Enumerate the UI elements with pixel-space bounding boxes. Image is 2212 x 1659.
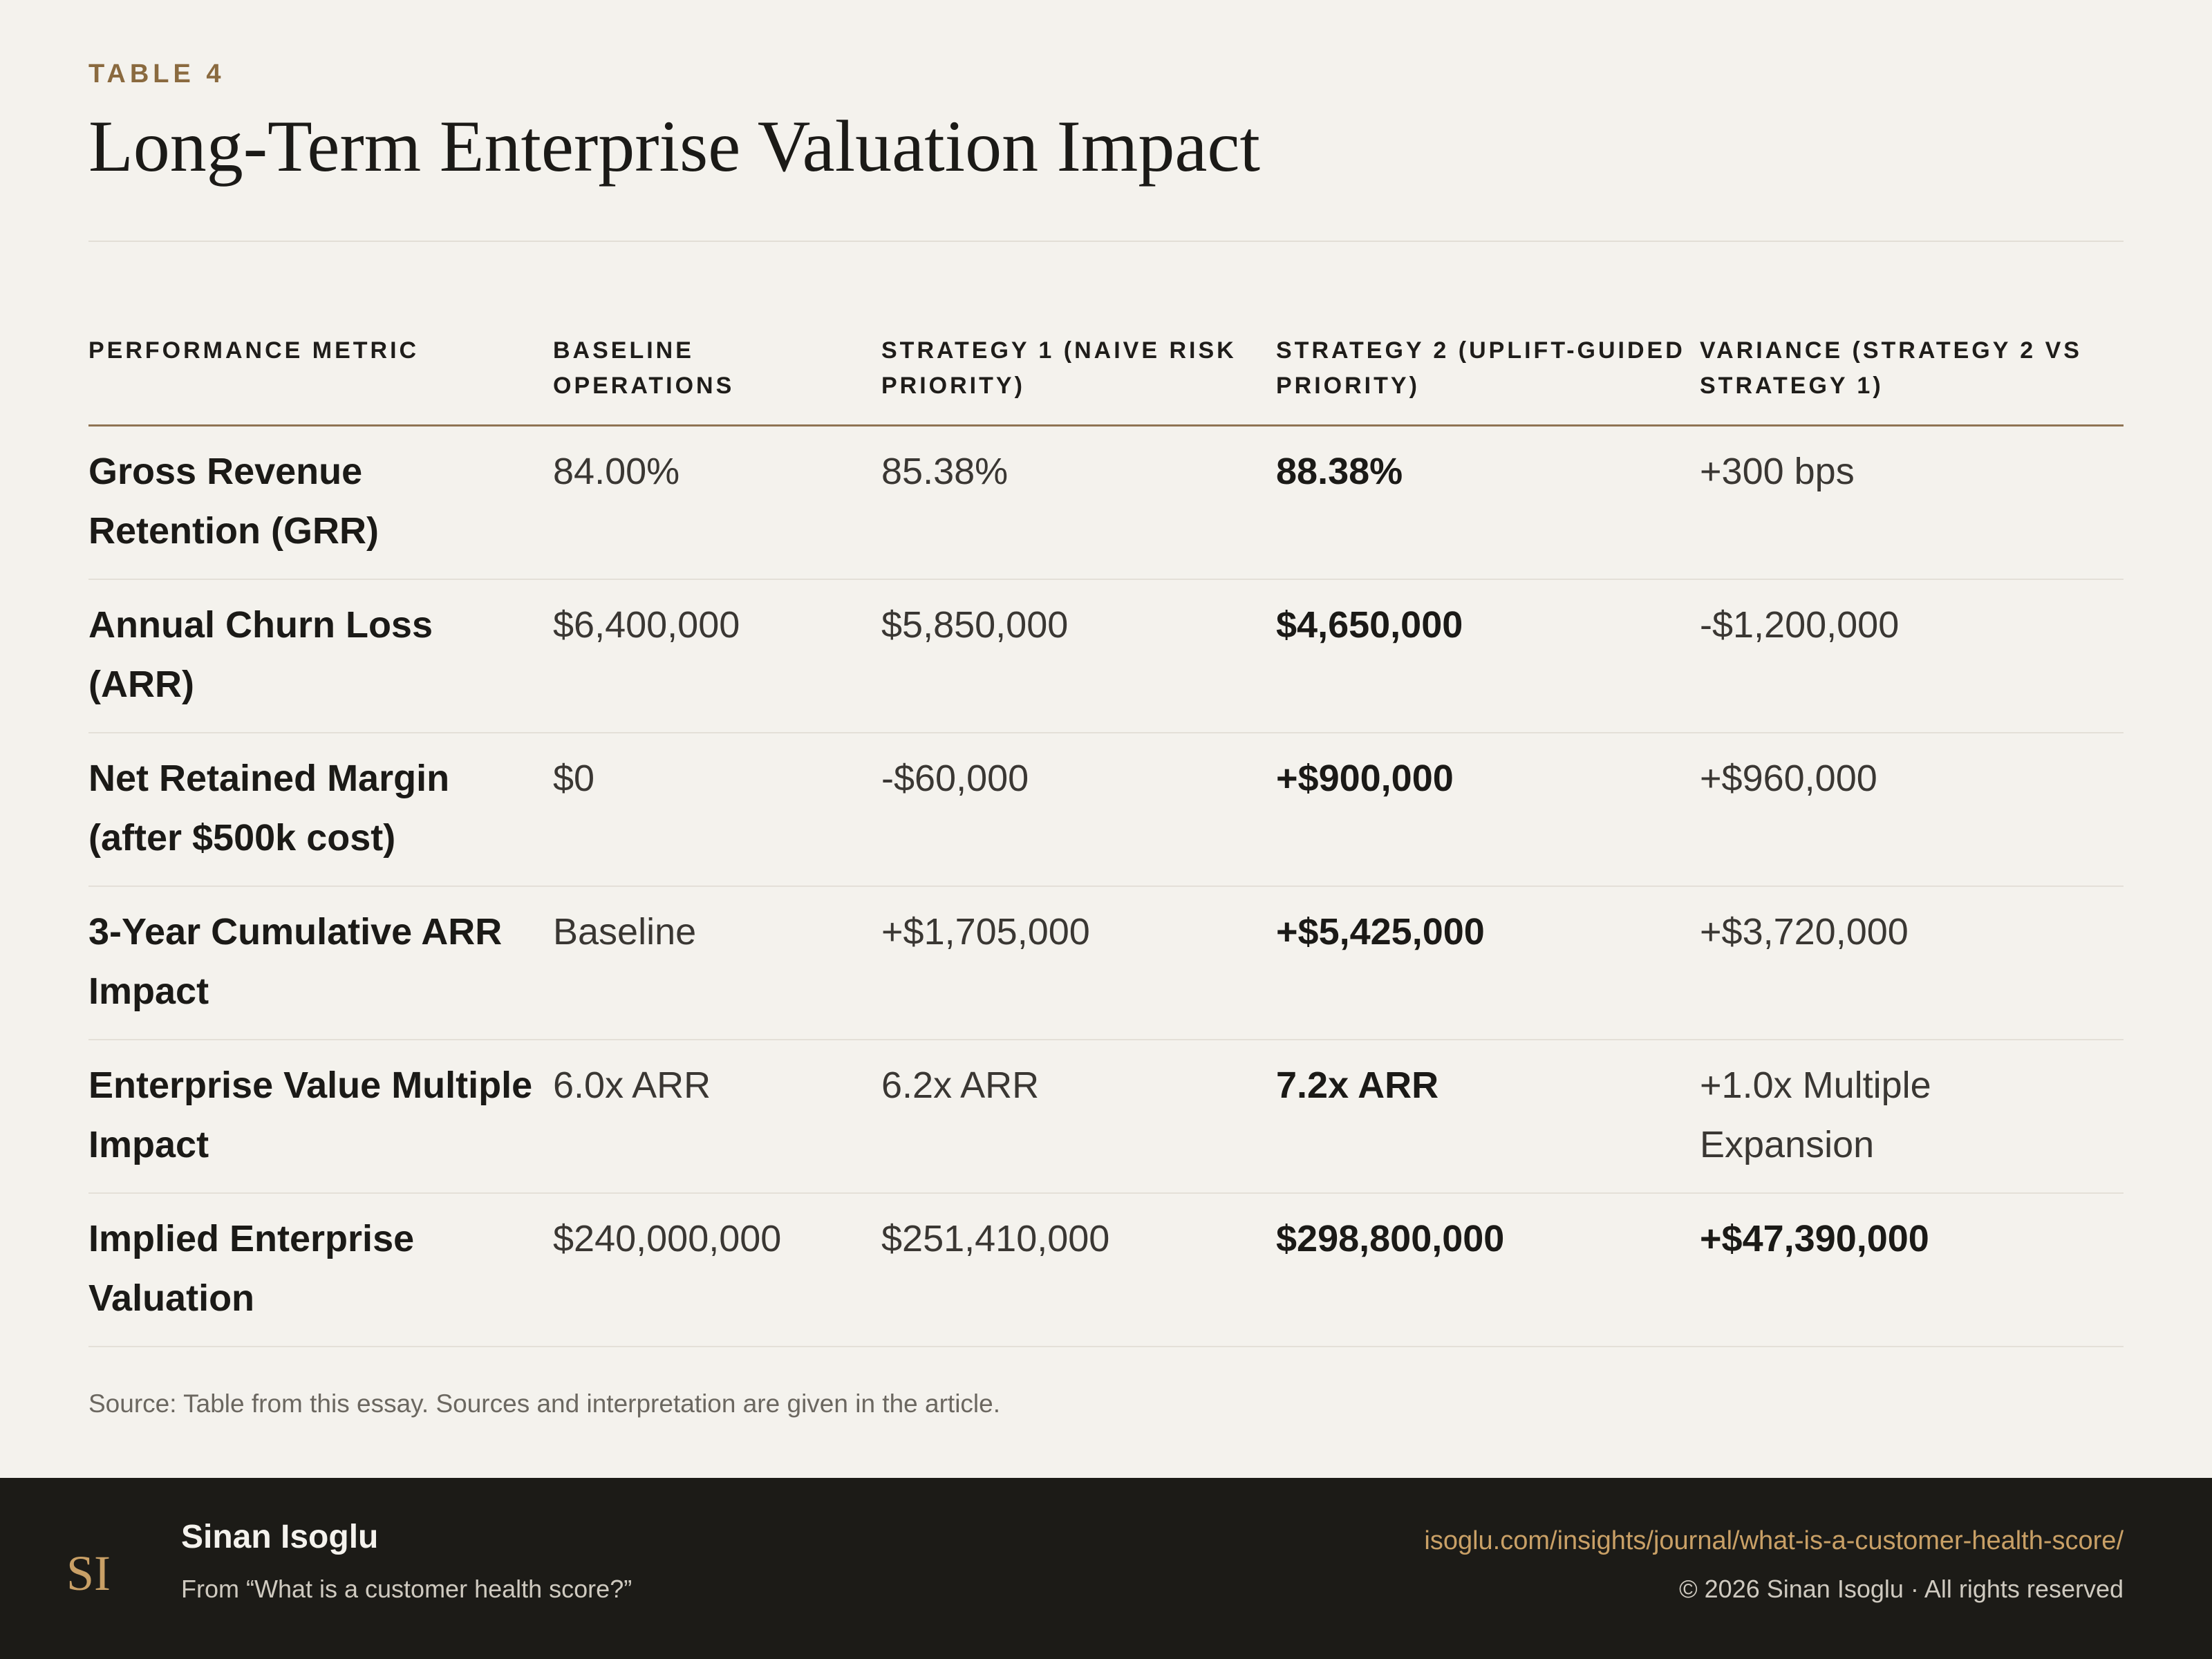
table-row: Implied Enterprise Valuation $240,000,00… xyxy=(88,1193,2124,1347)
variance-cell: +$960,000 xyxy=(1700,733,2124,887)
table-row: Gross Revenue Retention (GRR) 84.00% 85.… xyxy=(88,425,2124,580)
column-header-strategy-2: STRATEGY 2 (UPLIFT-GUIDED PRIORITY) xyxy=(1276,325,1700,427)
svg-text:SI: SI xyxy=(66,1546,111,1601)
metric-cell: Annual Churn Loss (ARR) xyxy=(88,579,553,733)
baseline-cell: 84.00% xyxy=(553,425,881,580)
strategy-1-cell: $5,850,000 xyxy=(881,579,1276,733)
strategy-1-cell: $251,410,000 xyxy=(881,1193,1276,1347)
baseline-cell: Baseline xyxy=(553,886,881,1040)
metric-cell: Net Retained Margin (after $500k cost) xyxy=(88,733,553,887)
baseline-cell: $0 xyxy=(553,733,881,887)
column-header-strategy-1: STRATEGY 1 (NAIVE RISK PRIORITY) xyxy=(881,325,1276,427)
metric-cell: Gross Revenue Retention (GRR) xyxy=(88,425,553,580)
article-reference: From “What is a customer health score?” xyxy=(181,1575,632,1603)
table-header-row: PERFORMANCE METRIC BASELINE OPERATIONS S… xyxy=(88,325,2124,427)
copyright-notice: © 2026 Sinan Isoglu · All rights reserve… xyxy=(1679,1575,2124,1603)
strategy-2-cell: 7.2x ARR xyxy=(1276,1040,1700,1194)
variance-cell: +1.0x Multiple Expansion xyxy=(1700,1040,2124,1194)
metric-cell: 3-Year Cumulative ARR Impact xyxy=(88,886,553,1040)
table-eyebrow: TABLE 4 xyxy=(88,59,225,88)
variance-cell: +$3,720,000 xyxy=(1700,886,2124,1040)
variance-cell: -$1,200,000 xyxy=(1700,579,2124,733)
baseline-cell: $6,400,000 xyxy=(553,579,881,733)
strategy-1-cell: -$60,000 xyxy=(881,733,1276,887)
baseline-cell: 6.0x ARR xyxy=(553,1040,881,1194)
table-row: Annual Churn Loss (ARR) $6,400,000 $5,85… xyxy=(88,579,2124,733)
strategy-2-cell: $298,800,000 xyxy=(1276,1193,1700,1347)
monogram-logo-icon: SI xyxy=(66,1546,111,1601)
source-note: Source: Table from this essay. Sources a… xyxy=(88,1389,1000,1418)
table-row: Net Retained Margin (after $500k cost) $… xyxy=(88,733,2124,887)
metric-cell: Implied Enterprise Valuation xyxy=(88,1193,553,1347)
strategy-1-cell: 85.38% xyxy=(881,425,1276,580)
strategy-1-cell: 6.2x ARR xyxy=(881,1040,1276,1194)
strategy-2-cell: +$5,425,000 xyxy=(1276,886,1700,1040)
table-row: 3-Year Cumulative ARR Impact Baseline +$… xyxy=(88,886,2124,1040)
article-url-link[interactable]: isoglu.com/insights/journal/what-is-a-cu… xyxy=(1424,1526,2124,1555)
variance-cell: +$47,390,000 xyxy=(1700,1193,2124,1347)
footer: SI Sinan Isoglu From “What is a customer… xyxy=(0,1478,2212,1659)
column-header-variance: VARIANCE (STRATEGY 2 VS STRATEGY 1) xyxy=(1700,325,2124,427)
strategy-1-cell: +$1,705,000 xyxy=(881,886,1276,1040)
column-header-metric: PERFORMANCE METRIC xyxy=(88,325,553,427)
metric-cell: Enterprise Value Multiple Impact xyxy=(88,1040,553,1194)
strategy-2-cell: 88.38% xyxy=(1276,425,1700,580)
strategy-2-cell: +$900,000 xyxy=(1276,733,1700,887)
variance-cell: +300 bps xyxy=(1700,425,2124,580)
author-name: Sinan Isoglu xyxy=(181,1519,379,1555)
table-row: Enterprise Value Multiple Impact 6.0x AR… xyxy=(88,1040,2124,1194)
valuation-table: PERFORMANCE METRIC BASELINE OPERATIONS S… xyxy=(88,325,2124,1347)
baseline-cell: $240,000,000 xyxy=(553,1193,881,1347)
title-divider xyxy=(88,241,2124,242)
strategy-2-cell: $4,650,000 xyxy=(1276,579,1700,733)
column-header-baseline: BASELINE OPERATIONS xyxy=(553,325,881,427)
page-title: Long-Term Enterprise Valuation Impact xyxy=(88,106,1260,187)
